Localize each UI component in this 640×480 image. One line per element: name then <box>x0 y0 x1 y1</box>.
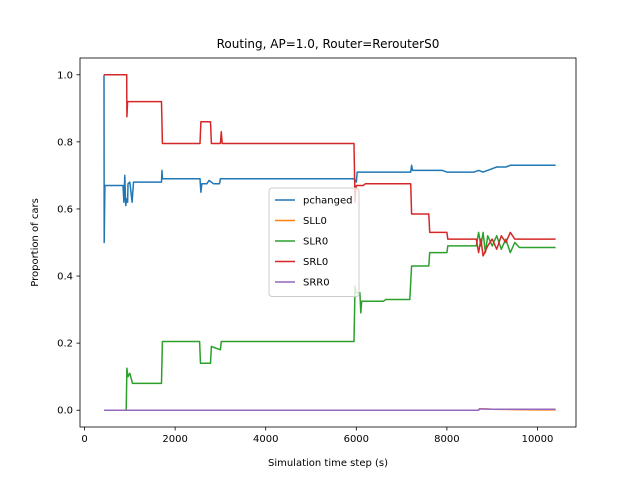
chart-title: Routing, AP=1.0, Router=RerouterS0 <box>217 37 440 51</box>
series-line-pchanged <box>103 74 556 244</box>
x-axis-label: Simulation time step (s) <box>268 458 388 469</box>
legend-label-slr0: SLR0 <box>303 237 328 248</box>
legend-frame <box>268 187 360 297</box>
x-tick-label: 4000 <box>253 434 278 445</box>
series-line-slr0 <box>104 231 556 411</box>
y-tick-label: 0.0 <box>57 406 73 417</box>
y-axis-label: Proportion of cars <box>30 198 41 287</box>
y-tick-label: 0.2 <box>57 339 73 350</box>
y-tick-label: 0.4 <box>57 272 73 283</box>
x-tick-label: 10000 <box>522 434 554 445</box>
legend-label-srl0: SRL0 <box>303 257 328 268</box>
series-line-srl0 <box>104 74 556 257</box>
series-line-srr0 <box>104 408 556 411</box>
x-tick-label: 0 <box>81 434 87 445</box>
plot-frame <box>79 57 577 428</box>
y-tick-label: 0.6 <box>57 204 73 215</box>
legend-label-sll0: SLL0 <box>303 216 327 227</box>
x-tick-label: 2000 <box>162 434 187 445</box>
x-tick-label: 6000 <box>344 434 369 445</box>
x-axis: 0 2000 4000 6000 8000 10000 <box>81 427 553 445</box>
y-tick-label: 1.0 <box>57 70 73 81</box>
y-tick-label: 0.8 <box>57 137 73 148</box>
legend: pchanged SLL0 SLR0 SRL0 SRR0 <box>268 187 360 297</box>
legend-label-srr0: SRR0 <box>303 278 330 289</box>
plot-lines <box>103 74 556 411</box>
legend-label-pchanged: pchanged <box>303 196 353 207</box>
x-tick-label: 8000 <box>434 434 459 445</box>
y-axis: 0.0 0.2 0.4 0.6 0.8 1.0 <box>57 70 80 417</box>
